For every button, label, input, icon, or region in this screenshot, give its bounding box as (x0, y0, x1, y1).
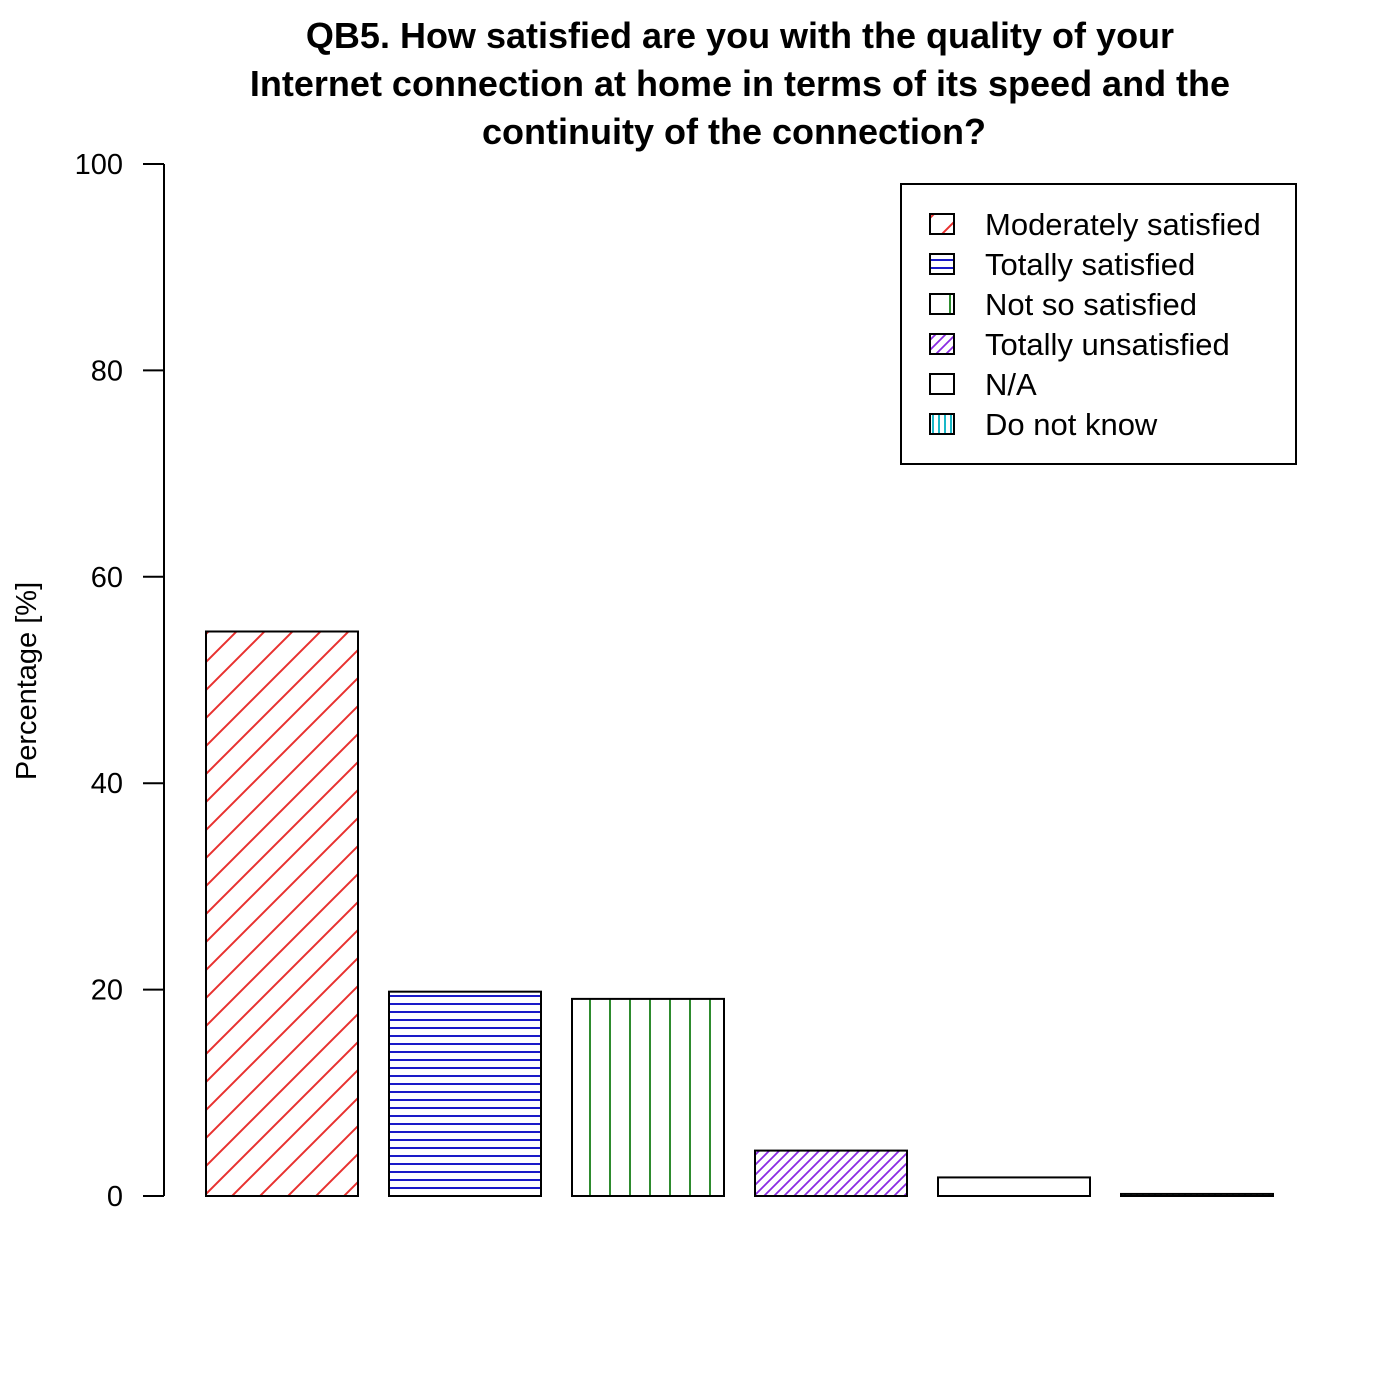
legend-swatch-0 (929, 213, 955, 235)
bar-4 (937, 1176, 1091, 1197)
legend-swatch-3 (929, 333, 955, 355)
y-tick-label-0: 0 (107, 1181, 123, 1213)
y-axis: 0 20 40 60 80 100 (75, 149, 165, 1213)
legend-swatch-2 (929, 293, 955, 315)
y-tick-label-3: 60 (91, 562, 123, 594)
y-tick-label-5: 100 (75, 149, 123, 181)
legend-label-3: Totally unsatisfied (985, 327, 1230, 362)
bar-0 (205, 630, 359, 1197)
legend-swatch-1 (929, 253, 955, 275)
bar-2 (571, 997, 725, 1197)
chart-title: QB5. How satisfied are you with the qual… (250, 15, 1230, 152)
chart-title-line-1: QB5. How satisfied are you with the qual… (306, 15, 1174, 56)
bars (205, 630, 1274, 1198)
chart-title-line-3: continuity of the connection? (482, 111, 986, 152)
y-axis-title: Percentage [%] (11, 582, 43, 780)
bar-3 (754, 1149, 908, 1198)
bar-5 (1120, 1192, 1274, 1198)
legend-label-2: Not so satisfied (985, 287, 1197, 322)
legend-box (900, 183, 1297, 465)
y-tick-label-4: 80 (91, 355, 123, 387)
legend: Moderately satisfied Totally satisfied Not… (900, 183, 1297, 465)
bar-1 (388, 990, 542, 1197)
legend-swatch-4 (929, 373, 955, 395)
legend-label-1: Totally satisfied (985, 247, 1195, 282)
legend-label-4: N/A (985, 367, 1037, 402)
y-tick-label-1: 20 (91, 975, 123, 1007)
legend-label-0: Moderately satisfied (985, 207, 1261, 242)
legend-swatch-5 (929, 413, 955, 435)
chart-title-line-2: Internet connection at home in terms of … (250, 63, 1230, 104)
y-tick-label-2: 40 (91, 768, 123, 800)
legend-label-5: Do not know (985, 407, 1158, 442)
